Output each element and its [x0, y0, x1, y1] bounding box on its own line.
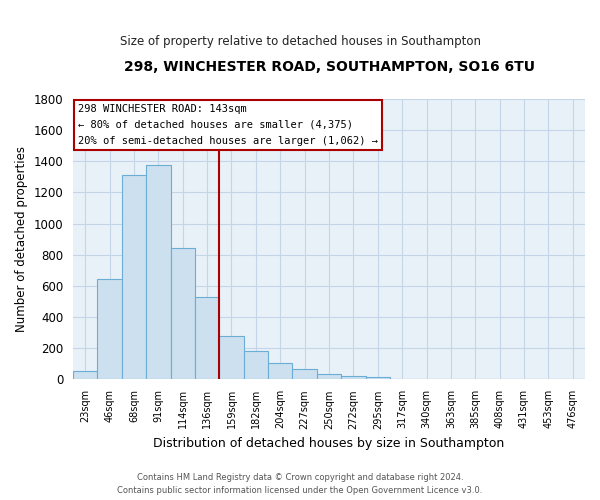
- Bar: [415, 378, 439, 380]
- Bar: [73, 371, 97, 380]
- Bar: [146, 165, 170, 380]
- Bar: [97, 279, 122, 380]
- Bar: [439, 378, 463, 380]
- Bar: [341, 376, 365, 380]
- X-axis label: Distribution of detached houses by size in Southampton: Distribution of detached houses by size …: [154, 437, 505, 450]
- Bar: [390, 378, 415, 380]
- Title: 298, WINCHESTER ROAD, SOUTHAMPTON, SO16 6TU: 298, WINCHESTER ROAD, SOUTHAMPTON, SO16 …: [124, 60, 535, 74]
- Bar: [122, 175, 146, 380]
- Bar: [268, 363, 292, 380]
- Text: 298 WINCHESTER ROAD: 143sqm
← 80% of detached houses are smaller (4,375)
20% of : 298 WINCHESTER ROAD: 143sqm ← 80% of det…: [78, 104, 378, 146]
- Bar: [317, 374, 341, 380]
- Bar: [195, 297, 220, 380]
- Bar: [170, 248, 195, 380]
- Bar: [487, 378, 512, 380]
- Text: Size of property relative to detached houses in Southampton: Size of property relative to detached ho…: [119, 35, 481, 48]
- Text: Contains HM Land Registry data © Crown copyright and database right 2024.
Contai: Contains HM Land Registry data © Crown c…: [118, 474, 482, 495]
- Bar: [292, 369, 317, 380]
- Y-axis label: Number of detached properties: Number of detached properties: [15, 146, 28, 332]
- Bar: [220, 336, 244, 380]
- Bar: [244, 352, 268, 380]
- Bar: [365, 377, 390, 380]
- Bar: [463, 378, 487, 380]
